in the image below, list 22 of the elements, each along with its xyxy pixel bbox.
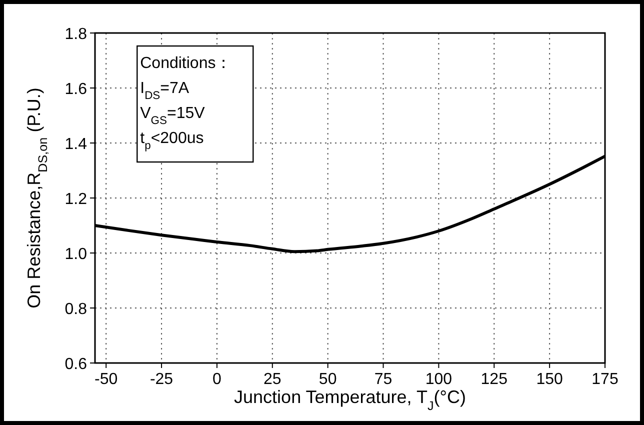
x-tick-label: 50 bbox=[318, 371, 337, 388]
y-tick-label: 1.8 bbox=[64, 26, 88, 43]
x-tick-label: 125 bbox=[480, 371, 508, 388]
y-tick-label: 1.2 bbox=[64, 191, 88, 208]
x-tick-label: 25 bbox=[263, 371, 282, 388]
annotation: t$_{p}$<200us bbox=[140, 130, 204, 152]
x-tick-label: -25 bbox=[150, 371, 174, 388]
x-tick-label: -50 bbox=[94, 371, 118, 388]
y-tick-label: 1.6 bbox=[64, 81, 88, 98]
x-tick-label: 75 bbox=[374, 371, 392, 388]
y-tick-label: 0.6 bbox=[64, 356, 88, 373]
x-axis-title: Junction Temperature, T$_{J}$(°C) bbox=[234, 387, 466, 413]
annotation: V$_{GS}$=15V bbox=[140, 105, 206, 127]
annotation: I$_{DS}$=7A bbox=[140, 80, 190, 102]
x-tick-label: 0 bbox=[212, 371, 222, 388]
y-tick-label: 0.8 bbox=[64, 301, 88, 318]
annotation: Conditions： bbox=[140, 55, 232, 72]
x-tick-label: 175 bbox=[592, 371, 618, 388]
y-tick-label: 1.4 bbox=[64, 136, 88, 153]
x-tick-label: 100 bbox=[425, 371, 452, 388]
y-tick-label: 1.0 bbox=[64, 246, 88, 263]
x-tick-label: 150 bbox=[536, 371, 564, 388]
